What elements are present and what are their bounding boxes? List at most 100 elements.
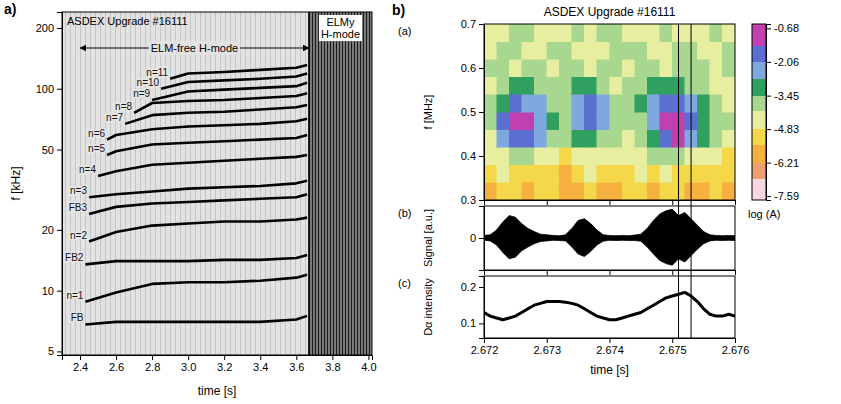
- axis-title: time [s]: [198, 384, 237, 398]
- heatmap-cell: [559, 42, 572, 60]
- heatmap-cell: [584, 24, 597, 42]
- plot-area: [484, 292, 735, 319]
- heatmap-cell: [710, 182, 723, 200]
- heatmap-cell: [547, 59, 560, 77]
- tick-mark: [479, 24, 484, 25]
- series-label: n=6: [88, 128, 105, 139]
- tick-mark: [547, 270, 548, 275]
- tick-mark: [735, 270, 736, 275]
- series-line: [89, 181, 307, 197]
- heatmap-cell: [722, 165, 735, 183]
- heatmap-cell: [610, 165, 623, 183]
- heatmap-cell: [509, 165, 522, 183]
- tick-label: 0.1: [461, 317, 476, 329]
- heatmap-cell: [597, 42, 610, 60]
- tick-mark: [672, 200, 673, 205]
- axis-line: [485, 201, 736, 206]
- heatmap-cell: [484, 59, 497, 77]
- tick-mark: [766, 96, 771, 97]
- tick: 3.8: [325, 355, 340, 373]
- tick: [672, 270, 673, 275]
- heatmap-cell: [635, 165, 648, 183]
- tick-label: 50: [42, 144, 54, 156]
- heatmap-cell: [572, 24, 585, 42]
- tick: 0.2: [461, 281, 484, 293]
- series-label: n=4: [79, 164, 96, 175]
- tick: 3.4: [253, 355, 268, 373]
- tick-mark: [735, 200, 736, 205]
- heatmap-cell: [597, 59, 610, 77]
- tick-label: 0.3: [461, 194, 476, 206]
- tick-label: 0.2: [461, 281, 476, 293]
- heatmap-cell: [547, 42, 560, 60]
- axis-title: Signal [a.u.]: [422, 209, 434, 267]
- heatmap-cell: [547, 77, 560, 95]
- heatmap-cell: [722, 112, 735, 130]
- plot-frame: [484, 24, 735, 200]
- heatmap-cell: [509, 112, 522, 130]
- heatmap-cell: [660, 130, 673, 148]
- heatmap-cell: [572, 165, 585, 183]
- tick-label: -6.21: [774, 157, 799, 169]
- heatmap-cell: [584, 130, 597, 148]
- heatmap-cell: [622, 182, 635, 200]
- axis: 2.42.62.83.03.23.43.63.84.0: [63, 355, 377, 373]
- tick-mark: [152, 355, 153, 360]
- heatmap-cell: [622, 165, 635, 183]
- heatmap-cell: [622, 130, 635, 148]
- tick: [610, 270, 611, 275]
- tick-label: 3.8: [325, 361, 340, 373]
- tick-mark: [766, 62, 771, 63]
- colorbar-band: [752, 163, 766, 180]
- tick-mark: [547, 338, 548, 343]
- heatmap-cell: [584, 59, 597, 77]
- tick-mark: [766, 28, 771, 29]
- tick: -0.68: [766, 22, 799, 34]
- heatmap-cell: [710, 59, 723, 77]
- series-label: n=1: [66, 290, 83, 301]
- axis: 2.6722.6732.6742.6752.676: [471, 338, 750, 356]
- tick: 2.8: [145, 355, 160, 373]
- colorbar-band: [752, 145, 766, 162]
- heatmap-cell: [710, 94, 723, 112]
- tick-mark: [610, 270, 611, 275]
- heatmap-cell: [697, 77, 710, 95]
- heatmap-cell: [534, 42, 547, 60]
- plot-frame: [484, 276, 735, 338]
- tick: 3.0: [181, 355, 196, 373]
- heatmap-cell: [597, 165, 610, 183]
- tick: -6.21: [766, 157, 799, 169]
- heatmap-cell: [547, 165, 560, 183]
- heatmap-cell: [722, 59, 735, 77]
- tick-label: 10: [42, 285, 54, 297]
- heatmap-cell: [722, 42, 735, 60]
- heatmap-cell: [497, 94, 510, 112]
- heatmap-cell: [522, 59, 535, 77]
- heatmap-cell: [509, 59, 522, 77]
- series-label: n=5: [88, 143, 105, 154]
- tick-mark: [57, 89, 62, 90]
- tick-mark: [547, 200, 548, 205]
- heatmap-cell: [635, 59, 648, 77]
- heatmap-cell: [559, 182, 572, 200]
- heatmap-cell: [647, 59, 660, 77]
- time-marker: [678, 24, 679, 338]
- series-label: n=9: [133, 88, 150, 99]
- colorbar-band: [752, 111, 766, 129]
- axis: -0.68-2.06-3.45-4.83-6.21-7.59: [766, 22, 799, 202]
- tick-mark: [296, 355, 297, 360]
- tick-label: 3.2: [217, 361, 232, 373]
- heatmap-cell: [697, 165, 710, 183]
- colorbar-band: [752, 129, 766, 145]
- heatmap-cell: [647, 112, 660, 130]
- heatmap-cell: [497, 42, 510, 60]
- heatmap-cell: [559, 77, 572, 95]
- heatmap-cell: [584, 165, 597, 183]
- series-line: [484, 292, 735, 319]
- heatmap-cell: [534, 165, 547, 183]
- heatmap-cell: [534, 59, 547, 77]
- heatmap-cell: [647, 147, 660, 165]
- tick-mark: [224, 355, 225, 360]
- tick: 0.4: [461, 150, 484, 162]
- tick-label: 2.675: [659, 344, 687, 356]
